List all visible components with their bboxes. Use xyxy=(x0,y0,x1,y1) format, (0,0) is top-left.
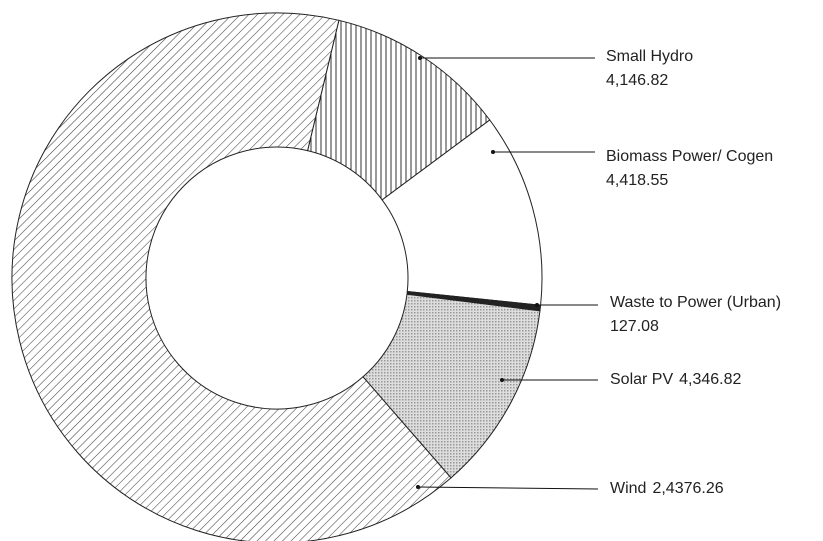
value-label: 4,146.82 xyxy=(606,72,668,89)
donut-slice xyxy=(11,12,452,541)
category-label: Solar PV xyxy=(610,371,673,388)
data-label: Wind 2,4376.26 xyxy=(610,480,724,497)
data-label: Waste to Power (Urban) 127.08 xyxy=(610,294,781,335)
leader-dot xyxy=(416,485,420,489)
leader-dot xyxy=(418,56,422,60)
data-label: Small Hydro 4,146.82 xyxy=(606,48,693,89)
leader-dot xyxy=(491,150,495,154)
leader-dot xyxy=(535,303,539,307)
category-label: Waste to Power (Urban) xyxy=(610,294,781,311)
category-label: Small Hydro xyxy=(606,48,693,65)
value-label: 4,418.55 xyxy=(606,172,668,189)
leader-line xyxy=(417,486,599,490)
category-label: Biomass Power/ Cogen xyxy=(606,148,773,165)
category-label: Wind xyxy=(610,480,646,497)
value-label: 127.08 xyxy=(610,318,659,335)
data-label: Biomass Power/ Cogen 4,418.55 xyxy=(606,148,773,189)
value-label: 2,4376.26 xyxy=(652,480,723,497)
leader-dot xyxy=(500,378,504,382)
data-label: Solar PV 4,346.82 xyxy=(610,371,742,388)
value-label: 4,346.82 xyxy=(679,371,741,388)
